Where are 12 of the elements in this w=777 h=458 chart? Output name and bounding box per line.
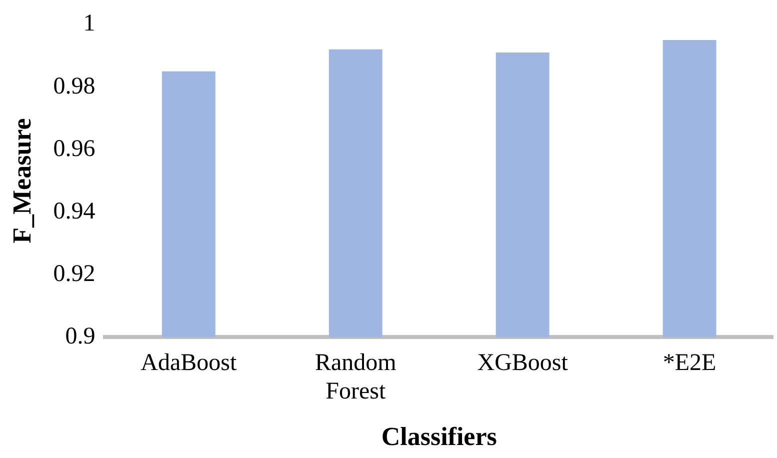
y-tick-label: 0.96	[53, 136, 96, 162]
x-axis-title: Classifiers	[381, 422, 497, 452]
y-tick-label: 0.9	[65, 323, 96, 350]
y-axis-title: F_Measure	[7, 118, 36, 244]
y-tick-label: 0.94	[53, 198, 96, 224]
x-tick-label: *E2E	[662, 350, 716, 376]
y-tick-label: 0.92	[53, 260, 96, 287]
x-tick-label: Random Forest	[314, 350, 397, 405]
y-tick-label: 1	[83, 10, 96, 37]
x-tick-label: XGBoost	[477, 350, 568, 376]
x-tick-label: AdaBoost	[140, 350, 238, 376]
y-tick-label: 0.98	[53, 73, 96, 100]
